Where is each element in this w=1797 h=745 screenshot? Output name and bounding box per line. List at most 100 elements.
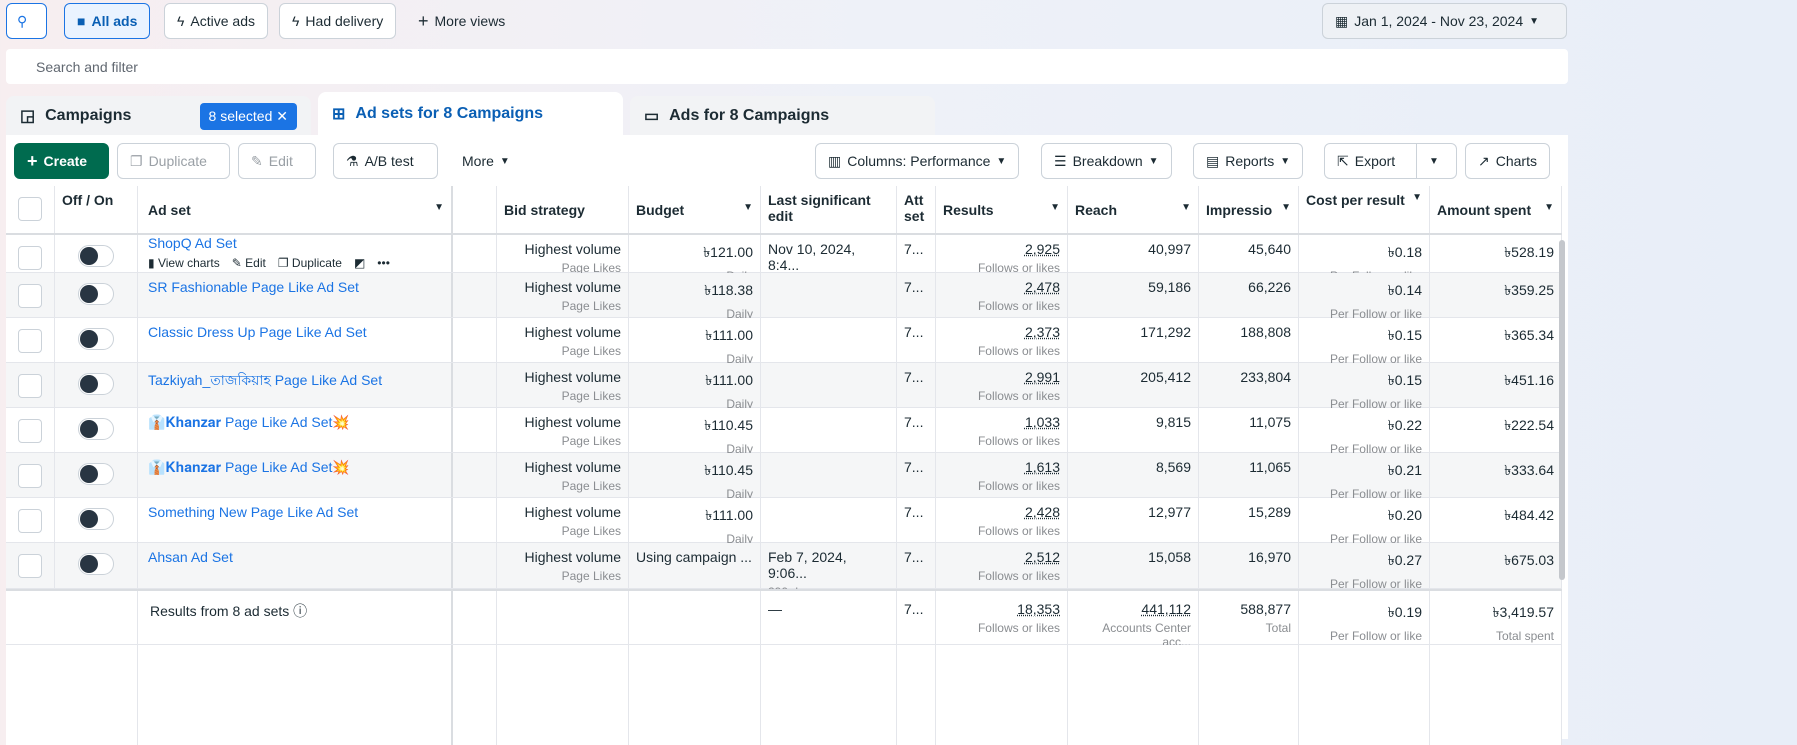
columns-button[interactable]: ▥ Columns: Performance ▼ xyxy=(815,143,1020,179)
tab-campaigns[interactable]: ◲ Campaigns 8 selected ✕ xyxy=(6,96,311,136)
checkbox-cell xyxy=(6,408,55,452)
view-charts-link[interactable]: ▮ View charts xyxy=(148,256,220,270)
on-off-toggle[interactable] xyxy=(78,508,114,530)
more-views-button[interactable]: + More views xyxy=(418,10,506,31)
sort-caret-icon[interactable]: ▼ xyxy=(1181,202,1191,213)
open-icon[interactable]: ◩ xyxy=(353,256,366,270)
ad-set-name-link[interactable]: 👔𝐊𝐡𝐚𝐧𝐳𝐚𝐫 Page Like Ad Set💥 xyxy=(148,414,350,430)
on-off-toggle[interactable] xyxy=(78,373,114,395)
reach-cell: 205,412 xyxy=(1068,363,1199,407)
close-icon[interactable]: ✕ xyxy=(276,107,288,124)
ad-set-name-link[interactable]: SR Fashionable Page Like Ad Set xyxy=(148,279,359,295)
ad-set-name-link[interactable]: Tazkiyah_তাজকিয়াহ Page Like Ad Set xyxy=(148,372,383,388)
empty-cell xyxy=(1068,645,1199,745)
header-last-edit[interactable]: Last significant edit xyxy=(761,186,897,233)
sort-caret-icon[interactable]: ▼ xyxy=(1544,202,1554,213)
more-icon[interactable]: ••• xyxy=(377,256,390,270)
totals-edit: — xyxy=(761,591,897,644)
ad-set-name-link[interactable]: ShopQ Ad Set xyxy=(148,235,237,251)
budget-cell: ৳110.45 Daily xyxy=(629,408,761,456)
ad-set-cell: Tazkiyah_তাজকিয়াহ Page Like Ad Set xyxy=(138,363,453,407)
results-cell: 2,991 Follows or likes xyxy=(936,363,1068,407)
on-off-toggle[interactable] xyxy=(78,283,114,305)
view-had-delivery[interactable]: ϟ Had delivery xyxy=(279,3,397,39)
more-button[interactable]: More ▼ xyxy=(462,153,510,169)
duplicate-link[interactable]: ❐ Duplicate xyxy=(277,256,342,270)
impressions-cell: 233,804 xyxy=(1199,363,1299,407)
row-checkbox[interactable] xyxy=(18,464,42,488)
view-active-ads[interactable]: ϟ Active ads xyxy=(164,3,269,39)
reports-button[interactable]: ▤ Reports ▼ xyxy=(1193,143,1304,179)
search-input[interactable]: Search and filter xyxy=(6,49,1568,84)
sort-caret-icon[interactable]: ▼ xyxy=(743,202,753,213)
empty-cell xyxy=(453,453,497,497)
header-amount-spent[interactable]: ▼ Amount spent xyxy=(1430,186,1562,233)
edit-link[interactable]: ✎ Edit xyxy=(231,256,266,270)
ad-set-cell: 👔𝐊𝐡𝐚𝐧𝐳𝐚𝐫 Page Like Ad Set💥 xyxy=(138,453,453,497)
ad-set-cell: Ahsan Ad Set xyxy=(138,543,453,588)
tab-ad-sets[interactable]: ⊞ Ad sets for 8 Campaigns xyxy=(318,92,623,136)
view-all-ads[interactable]: ■ All ads xyxy=(64,3,151,39)
ad-set-cell: ShopQ Ad Set ▮ View charts ✎ Edit ❐ Duplica… xyxy=(138,235,453,272)
charts-button[interactable]: ↗ Charts xyxy=(1465,143,1550,179)
search-button[interactable]: ⚲ xyxy=(6,3,47,39)
breakdown-button[interactable]: ☰ Breakdown ▼ xyxy=(1041,143,1172,179)
row-checkbox[interactable] xyxy=(18,284,42,308)
row-checkbox[interactable] xyxy=(18,329,42,353)
bid-strategy-cell: Highest volume Page Likes xyxy=(497,273,629,317)
scrollbar[interactable] xyxy=(1559,240,1565,580)
impressions-cell: 188,808 xyxy=(1199,318,1299,362)
date-range-picker[interactable]: ▦ Jan 1, 2024 - Nov 23, 2024 ▼ xyxy=(1322,3,1567,39)
on-off-toggle[interactable] xyxy=(78,553,114,575)
ad-set-name-link[interactable]: Classic Dress Up Page Like Ad Set xyxy=(148,324,367,340)
header-budget[interactable]: ▼ Budget xyxy=(629,186,761,233)
attribution-cell: 7... xyxy=(897,235,936,272)
header-results[interactable]: ▼ Results xyxy=(936,186,1068,233)
sort-caret-icon[interactable]: ▼ xyxy=(1050,202,1060,213)
table-row: ShopQ Ad Set ▮ View charts ✎ Edit ❐ Duplica… xyxy=(6,235,1562,291)
row-checkbox[interactable] xyxy=(18,509,42,533)
empty-cell xyxy=(55,645,138,745)
lightning-icon: ϟ xyxy=(177,13,185,29)
table-row: Tazkiyah_তাজকিয়াহ Page Like Ad Set Highe… xyxy=(6,363,1562,411)
header-ad-set[interactable]: ▼ Ad set xyxy=(138,186,453,233)
info-icon[interactable]: ⓘ xyxy=(293,603,308,619)
export-dropdown[interactable]: ▼ xyxy=(1416,143,1457,179)
header-bid-strategy[interactable]: Bid strategy xyxy=(497,186,629,233)
header-cost-per-result[interactable]: ▼ Cost per result xyxy=(1299,186,1430,233)
row-checkbox[interactable] xyxy=(18,419,42,443)
ad-set-cell: SR Fashionable Page Like Ad Set xyxy=(138,273,453,317)
header-attribution[interactable]: Att set xyxy=(897,186,936,233)
row-checkbox[interactable] xyxy=(18,246,42,270)
export-button[interactable]: ⇱ Export xyxy=(1324,143,1417,179)
totals-cpr: ৳0.19 Per Follow or like xyxy=(1299,591,1430,644)
on-off-toggle[interactable] xyxy=(78,245,114,267)
create-button[interactable]: + Create xyxy=(14,143,109,179)
header-reach[interactable]: ▼ Reach xyxy=(1068,186,1199,233)
duplicate-button[interactable]: ❐ Duplicate xyxy=(117,143,230,179)
header-impressions[interactable]: ▼ Impressio xyxy=(1199,186,1299,233)
checkbox-cell xyxy=(6,543,55,588)
select-all-checkbox[interactable] xyxy=(18,197,42,221)
tab-ads[interactable]: ▭ Ads for 8 Campaigns xyxy=(630,96,935,136)
on-off-toggle[interactable] xyxy=(78,463,114,485)
sort-caret-icon[interactable]: ▼ xyxy=(1281,202,1291,213)
row-checkbox[interactable] xyxy=(18,374,42,398)
edit-button[interactable]: ✎ Edit xyxy=(238,143,316,179)
header-checkbox xyxy=(6,186,55,233)
results-cell: 1,613 Follows or likes xyxy=(936,453,1068,497)
on-off-toggle[interactable] xyxy=(78,328,114,350)
on-off-toggle[interactable] xyxy=(78,418,114,440)
impressions-cell: 66,226 xyxy=(1199,273,1299,317)
row-checkbox[interactable] xyxy=(18,554,42,578)
sort-caret-icon[interactable]: ▼ xyxy=(1412,192,1422,203)
ad-set-cell: Classic Dress Up Page Like Ad Set xyxy=(138,318,453,362)
ad-set-name-link[interactable]: 👔𝐊𝐡𝐚𝐧𝐳𝐚𝐫 Page Like Ad Set💥 xyxy=(148,459,350,475)
ab-test-button[interactable]: ⚗ A/B test xyxy=(333,143,438,179)
header-off-on[interactable]: Off / On xyxy=(55,186,138,233)
selected-badge[interactable]: 8 selected ✕ xyxy=(199,102,297,130)
ad-set-name-link[interactable]: Something New Page Like Ad Set xyxy=(148,504,359,520)
sort-caret-icon[interactable]: ▼ xyxy=(434,202,444,213)
ad-set-name-link[interactable]: Ahsan Ad Set xyxy=(148,549,233,565)
bid-strategy-cell: Highest volume Page Likes xyxy=(497,408,629,452)
